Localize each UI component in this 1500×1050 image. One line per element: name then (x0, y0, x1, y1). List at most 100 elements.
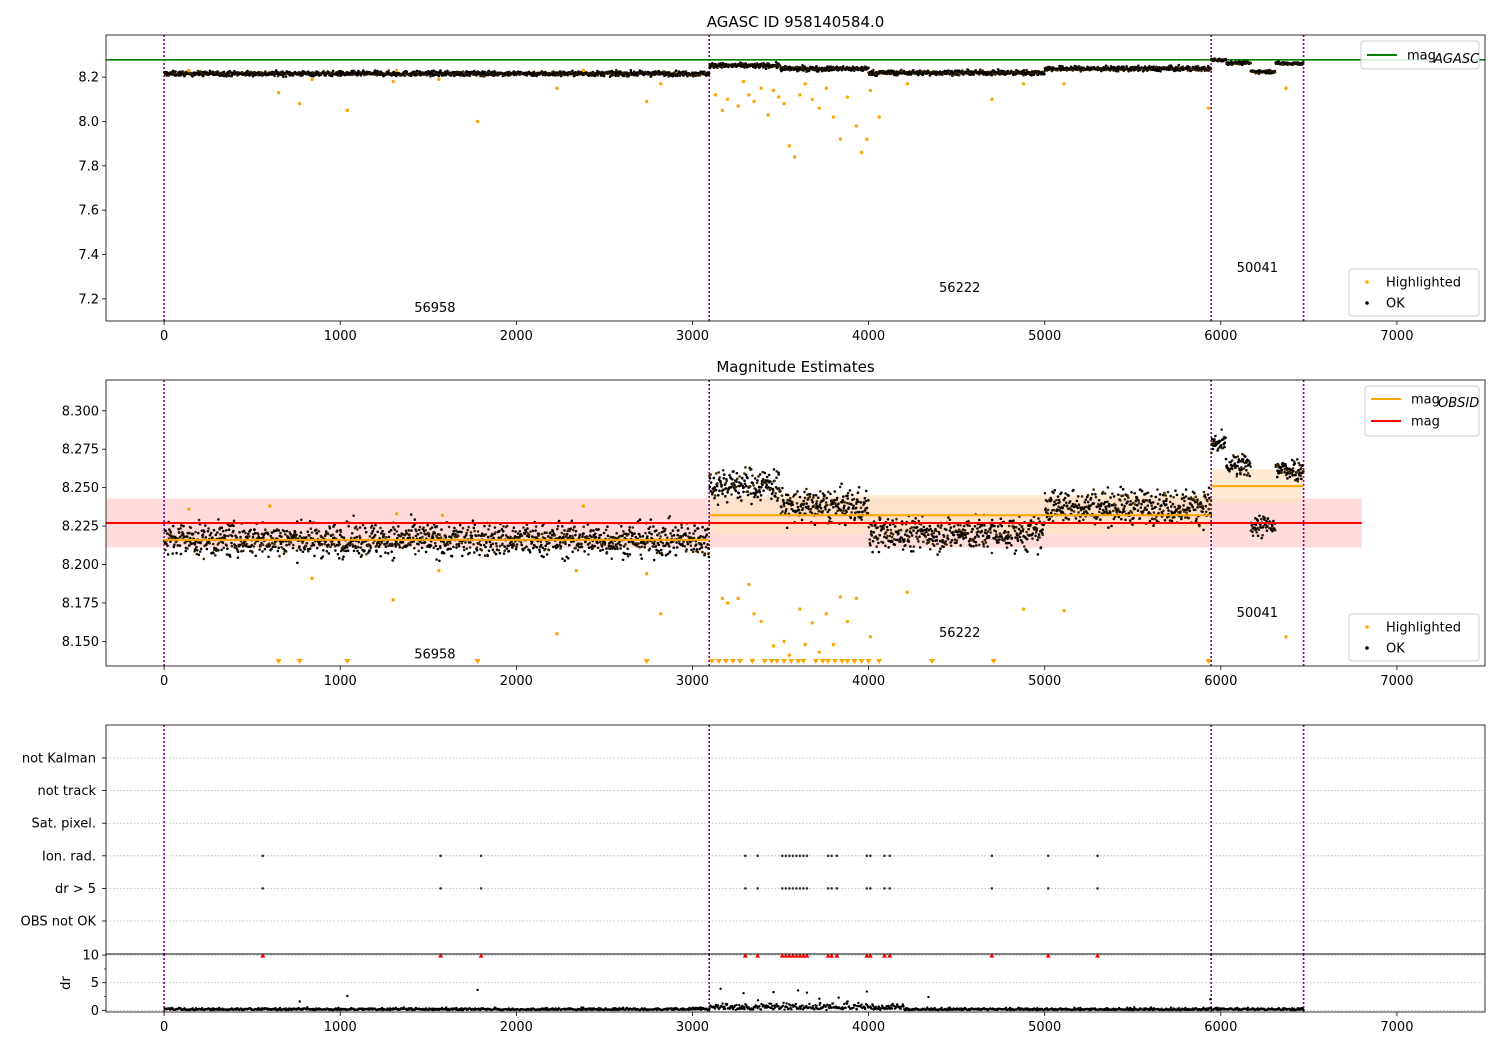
ok-point (540, 543, 543, 547)
ok-point (780, 494, 784, 497)
ok-point (230, 544, 234, 548)
ok-point (419, 531, 423, 535)
ok-point (664, 554, 668, 557)
ok-point (1030, 74, 1033, 77)
ok-point (717, 471, 721, 474)
ok-point (249, 528, 252, 532)
ok-point (1079, 70, 1082, 73)
ok-point (551, 529, 555, 533)
ok-point (619, 547, 622, 550)
ok-point (817, 509, 821, 513)
ok-point (296, 561, 299, 565)
ok-point (452, 545, 455, 549)
ok-point (351, 545, 355, 548)
ok-point (511, 546, 514, 549)
ok-point (583, 550, 586, 553)
ok-point (601, 542, 604, 546)
ok-point (582, 532, 585, 535)
y-tick-label: 7.8 (78, 159, 99, 174)
ok-point (638, 533, 641, 536)
ok-point (559, 547, 562, 550)
ok-point (541, 536, 545, 539)
ok-point (472, 543, 475, 546)
ok-point (475, 534, 478, 538)
ok-point (782, 498, 785, 502)
ok-point (309, 527, 313, 530)
ok-point (189, 536, 192, 540)
ok-point (478, 553, 481, 557)
ok-point (197, 518, 201, 522)
ok-point (684, 534, 688, 537)
ok-point (189, 526, 193, 529)
ok-point (814, 494, 818, 497)
ok-point (220, 526, 224, 529)
ok-point (238, 531, 241, 534)
ok-point (827, 490, 830, 494)
ok-point (260, 541, 263, 545)
ok-point (655, 529, 658, 532)
ok-point (1177, 63, 1181, 67)
ok-point (386, 552, 390, 555)
ok-point (731, 478, 734, 481)
ok-point (756, 495, 759, 499)
ok-point (560, 531, 563, 535)
ok-point (430, 526, 434, 529)
ok-point (600, 545, 604, 548)
ok-point (577, 545, 581, 549)
ok-point (315, 528, 318, 532)
ok-point (568, 534, 572, 538)
ok-point (658, 532, 661, 535)
ok-point (1257, 72, 1261, 75)
ok-point (867, 66, 870, 70)
ok-point (271, 541, 274, 545)
ok-point (515, 545, 518, 549)
ok-point (700, 543, 703, 546)
ok-point (379, 526, 382, 530)
highlighted-point (854, 124, 858, 128)
ok-point (477, 534, 481, 537)
ok-point (760, 486, 763, 489)
ok-point (802, 499, 805, 503)
x-tick-label: 5000 (1028, 329, 1061, 344)
x-tick-label: 2000 (500, 329, 533, 344)
ok-point (507, 549, 511, 553)
ok-point (850, 511, 853, 514)
highlighted-point (1284, 86, 1288, 90)
ok-point (194, 530, 197, 534)
ok-point (750, 468, 753, 471)
ok-point (706, 527, 710, 531)
ok-point (462, 548, 466, 552)
ok-point (846, 491, 850, 495)
plot-area (106, 35, 1485, 321)
ok-point (351, 532, 354, 535)
ok-point (498, 544, 502, 548)
ok-point (765, 481, 768, 484)
ok-point (485, 541, 488, 544)
ok-point (828, 517, 832, 520)
ok-point (214, 554, 217, 557)
ok-point (696, 550, 700, 554)
ok-point (424, 529, 428, 532)
ok-point (437, 74, 441, 78)
ok-point (628, 526, 631, 529)
ok-point (646, 535, 649, 538)
ok-point (917, 519, 921, 523)
ok-point (829, 65, 833, 69)
ok-point (513, 544, 516, 547)
ok-point (453, 535, 457, 538)
ok-point (486, 535, 490, 539)
ok-point (808, 492, 812, 496)
ok-point (482, 543, 486, 547)
ok-point (186, 547, 189, 550)
highlighted-point (759, 86, 763, 90)
ok-point (436, 547, 440, 551)
ok-point (738, 495, 742, 499)
ok-point (259, 544, 263, 548)
y-tick-label: 8.0 (78, 115, 99, 130)
ok-point (284, 75, 288, 78)
ok-point (619, 544, 623, 547)
ok-point (299, 531, 303, 534)
ok-point (891, 533, 895, 536)
ok-point (824, 501, 828, 504)
ok-point (618, 540, 621, 544)
